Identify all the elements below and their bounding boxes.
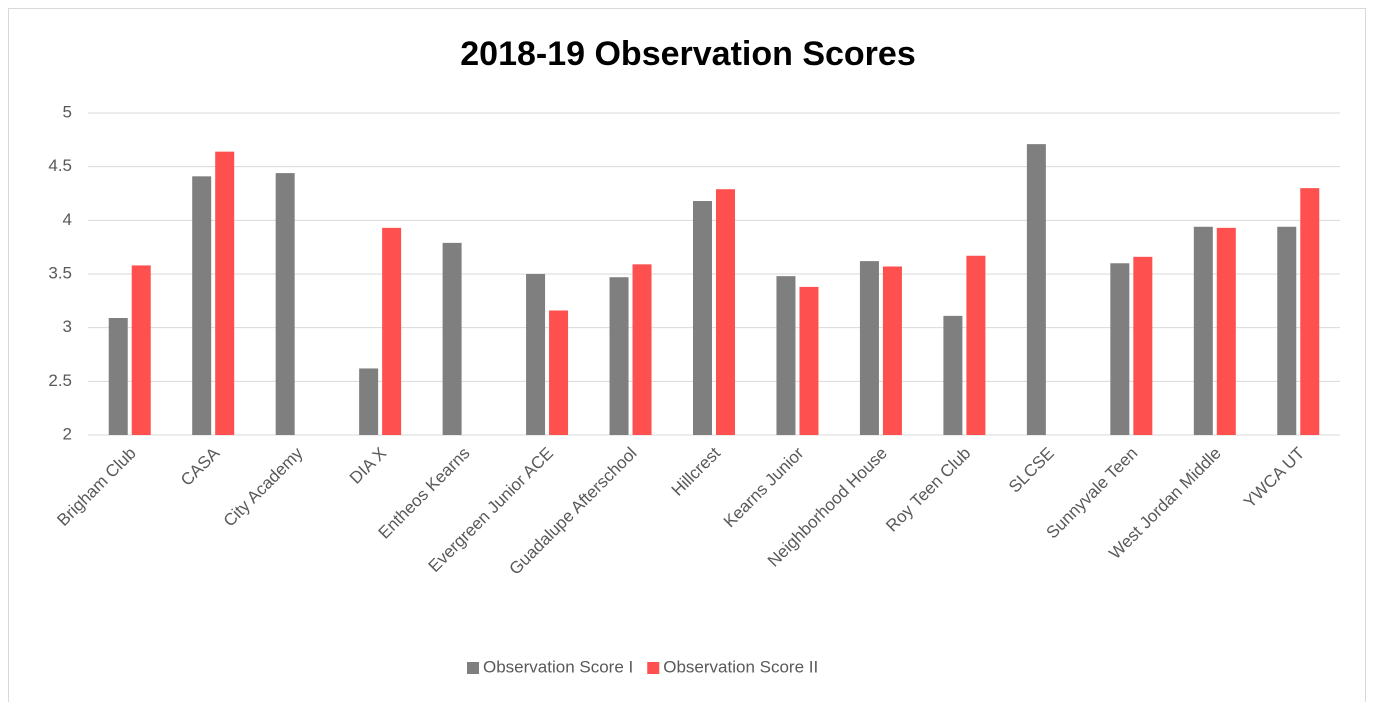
y-tick-label: 4.5: [48, 156, 72, 175]
bar: [1110, 263, 1130, 435]
bar: [859, 261, 879, 435]
bar: [882, 266, 902, 435]
bar: [776, 276, 796, 435]
bar: [943, 315, 963, 435]
bar: [1300, 188, 1320, 435]
bar: [192, 176, 212, 435]
y-tick-label: 2.5: [48, 371, 72, 390]
bar: [1277, 226, 1297, 435]
bar: [632, 264, 652, 435]
bar: [526, 274, 546, 435]
y-tick-label: 4: [63, 210, 72, 229]
bar: [609, 277, 629, 435]
bar: [1216, 227, 1236, 435]
bar: [442, 242, 462, 435]
bar: [1193, 226, 1213, 435]
bar: [359, 368, 379, 435]
y-tick-label: 5: [63, 102, 72, 121]
y-tick-label: 3: [63, 317, 72, 336]
bar: [549, 310, 569, 435]
y-tick-label: 3.5: [48, 263, 72, 282]
chart-title: 2018-19 Observation Scores: [460, 35, 915, 73]
bar: [215, 151, 235, 435]
legend-swatch: [467, 662, 479, 674]
legend-label: Observation Score II: [663, 657, 818, 676]
bar: [131, 265, 151, 435]
bar: [1133, 256, 1153, 435]
legend-label: Observation Score I: [483, 657, 633, 676]
y-tick-label: 2: [63, 424, 72, 443]
bar: [716, 189, 735, 435]
bar: [275, 173, 295, 435]
bar: [693, 201, 712, 435]
legend-swatch: [647, 662, 660, 674]
bar: [1026, 144, 1046, 436]
bar: [382, 227, 402, 435]
bar: [966, 255, 986, 435]
bar: [799, 286, 819, 435]
bar: [108, 318, 128, 435]
